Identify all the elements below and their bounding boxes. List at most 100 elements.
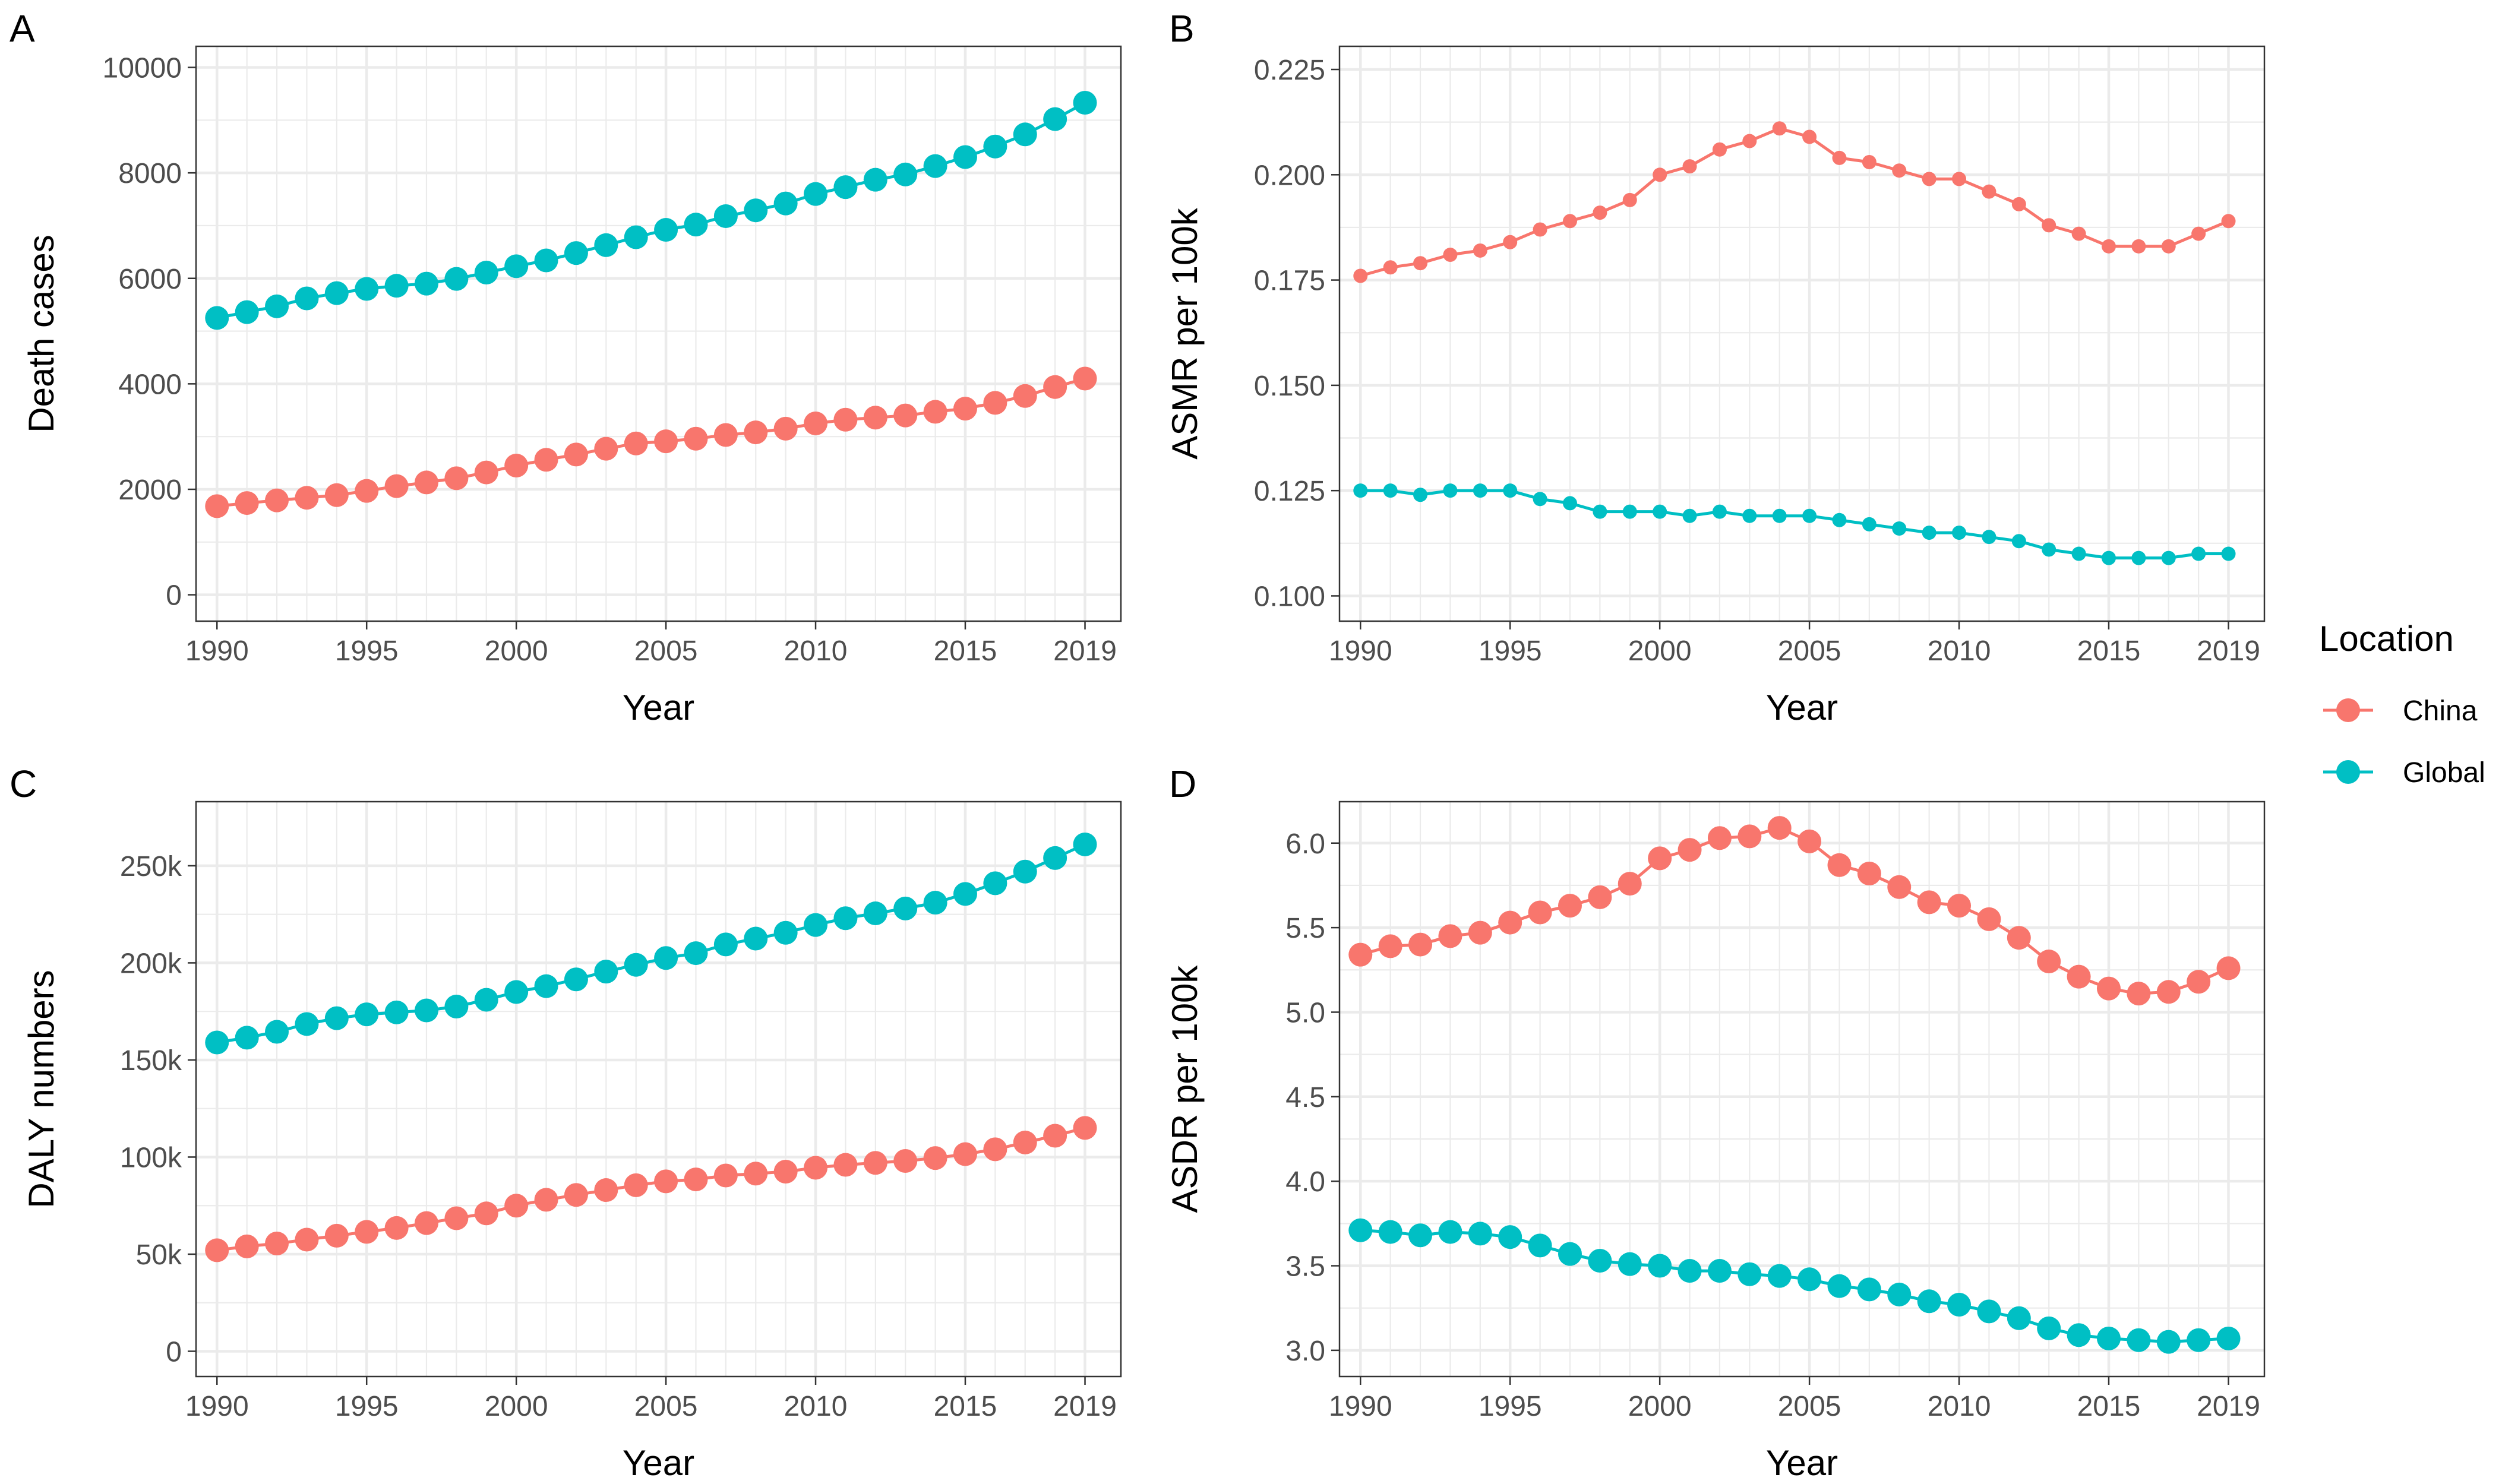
y-tick-label: 0	[166, 1336, 182, 1368]
x-tick-label: 2015	[2077, 1391, 2141, 1422]
data-point	[2131, 550, 2146, 565]
data-point	[2156, 980, 2181, 1004]
x-tick-label: 2005	[1778, 635, 1841, 667]
x-tick-label: 1990	[1329, 1391, 1392, 1422]
data-point	[1438, 924, 1462, 948]
data-point	[1707, 1259, 1732, 1283]
data-point	[205, 1238, 229, 1262]
data-point	[2096, 1326, 2121, 1350]
data-point	[1797, 829, 1822, 853]
data-point	[1503, 235, 1518, 249]
series-global	[1348, 1218, 2241, 1354]
data-point	[444, 995, 469, 1019]
data-point	[1558, 1242, 1582, 1266]
x-tick-label: 2019	[2197, 635, 2260, 667]
data-point	[804, 182, 828, 206]
data-point	[1742, 508, 1757, 523]
y-axis-title: DALY numbers	[21, 970, 61, 1208]
y-tick-label: 0.175	[1254, 265, 1325, 297]
data-point	[1678, 838, 1702, 862]
data-point	[1353, 483, 1368, 498]
data-point	[1043, 107, 1067, 131]
data-point	[1977, 1299, 2001, 1324]
data-point	[594, 960, 618, 984]
data-point	[1977, 907, 2001, 931]
x-tick-label: 2000	[485, 1391, 548, 1422]
x-tick-label: 2010	[1928, 635, 1991, 667]
data-point	[863, 901, 887, 926]
data-point	[414, 271, 438, 296]
data-point	[1593, 504, 1607, 519]
data-point	[1528, 900, 1552, 925]
data-point	[1528, 1233, 1552, 1258]
data-point	[1413, 488, 1428, 502]
data-point	[713, 423, 738, 447]
data-point	[744, 420, 768, 445]
data-point	[265, 294, 289, 318]
data-point	[1588, 1248, 1612, 1273]
data-point	[265, 488, 289, 512]
data-point	[833, 1153, 858, 1177]
data-point	[1383, 483, 1398, 498]
y-tick-label: 150k	[120, 1045, 182, 1077]
data-point	[624, 1173, 648, 1197]
x-tick-label: 2019	[2197, 1391, 2260, 1422]
data-point	[684, 426, 708, 451]
data-point	[1013, 859, 1037, 884]
data-point	[1073, 1116, 1097, 1140]
y-tick-label: 4.5	[1285, 1082, 1325, 1113]
x-tick-label: 2015	[934, 635, 997, 667]
data-point	[205, 1030, 229, 1055]
data-point	[2037, 1316, 2061, 1340]
data-point	[504, 254, 529, 279]
x-tick-label: 2000	[1628, 1391, 1692, 1422]
data-point	[1767, 816, 1792, 840]
data-point	[953, 882, 977, 906]
data-point	[1348, 1218, 1373, 1242]
data-point	[1712, 504, 1727, 519]
legend-label: China	[2403, 695, 2478, 727]
data-point	[1013, 1130, 1037, 1154]
x-tick-label: 1995	[1479, 635, 1542, 667]
data-point	[1562, 214, 1577, 229]
data-point	[1353, 268, 1368, 283]
data-point	[773, 416, 798, 441]
data-point	[1827, 853, 1852, 877]
data-point	[654, 218, 678, 242]
x-tick-label: 2005	[634, 635, 698, 667]
data-point	[1648, 1254, 1672, 1278]
data-point	[564, 1183, 588, 1207]
data-point	[1503, 483, 1518, 498]
data-point	[1498, 1225, 1522, 1249]
series-global	[1353, 483, 2236, 565]
data-point	[684, 1167, 708, 1192]
legend-item-china: China	[2323, 695, 2478, 727]
data-point	[1618, 1252, 1642, 1276]
data-point	[1922, 526, 1936, 540]
y-tick-label: 5.5	[1285, 913, 1325, 944]
legend-item-global: Global	[2323, 757, 2485, 789]
series-global	[205, 832, 1097, 1055]
data-point	[2067, 964, 2091, 989]
data-point	[1832, 512, 1847, 527]
data-point	[1887, 1282, 1912, 1306]
y-tick-label: 100k	[120, 1142, 182, 1173]
data-point	[205, 306, 229, 330]
data-point	[1922, 172, 1936, 186]
data-point	[2161, 550, 2176, 565]
data-point	[1562, 496, 1577, 511]
series-china	[205, 1116, 1097, 1262]
data-point	[2007, 1306, 2031, 1330]
data-point	[1648, 846, 1672, 871]
data-point	[923, 400, 947, 424]
data-point	[534, 248, 558, 273]
x-tick-label: 2015	[2077, 635, 2141, 667]
data-point	[384, 1216, 409, 1240]
data-point	[684, 213, 708, 237]
grid	[1340, 46, 2264, 621]
data-point	[1797, 1267, 1822, 1292]
data-point	[804, 411, 828, 435]
y-tick-label: 3.5	[1285, 1251, 1325, 1283]
y-tick-label: 0.150	[1254, 371, 1325, 402]
